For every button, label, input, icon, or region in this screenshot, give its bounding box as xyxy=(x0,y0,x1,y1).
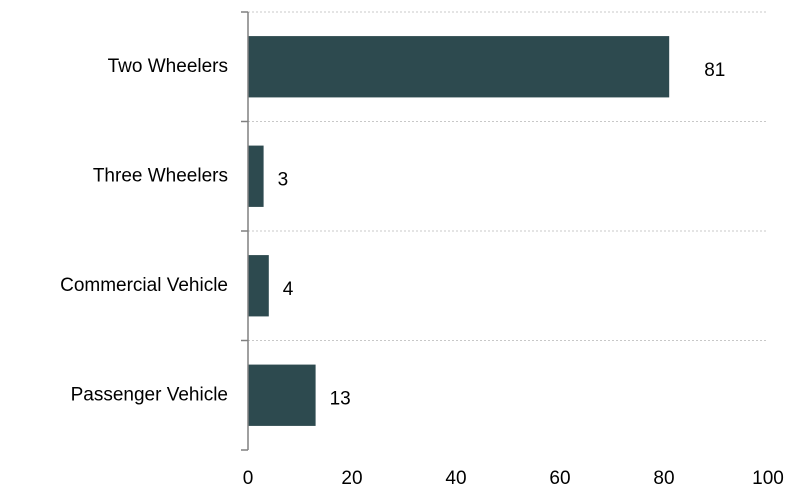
x-tick-label: 20 xyxy=(341,468,362,489)
data-label: 4 xyxy=(283,279,294,300)
x-tick-labels: 0 20 40 60 80 100 xyxy=(243,468,784,489)
x-tick-label: 0 xyxy=(243,468,254,489)
gridlines xyxy=(248,11,768,341)
x-tick-label: 60 xyxy=(549,468,570,489)
bar xyxy=(248,36,670,98)
category-labels: Two Wheelers Three Wheelers Commercial Veh… xyxy=(60,56,228,406)
data-labels: 81 3 4 13 xyxy=(278,60,726,410)
x-tick-label: 100 xyxy=(752,468,784,489)
category-label: Two Wheelers xyxy=(108,56,228,77)
category-label: Three Wheelers xyxy=(93,165,228,186)
category-label: Passenger Vehicle xyxy=(71,384,228,405)
x-tick-label: 80 xyxy=(653,468,674,489)
data-label: 13 xyxy=(330,388,351,409)
bar xyxy=(248,364,316,426)
data-label: 3 xyxy=(278,169,289,190)
bar xyxy=(248,145,264,207)
y-axis xyxy=(241,11,249,451)
x-tick-label: 40 xyxy=(445,468,466,489)
bar xyxy=(248,255,269,317)
bars xyxy=(248,36,670,426)
data-label: 81 xyxy=(704,60,725,81)
category-label: Commercial Vehicle xyxy=(60,275,228,296)
